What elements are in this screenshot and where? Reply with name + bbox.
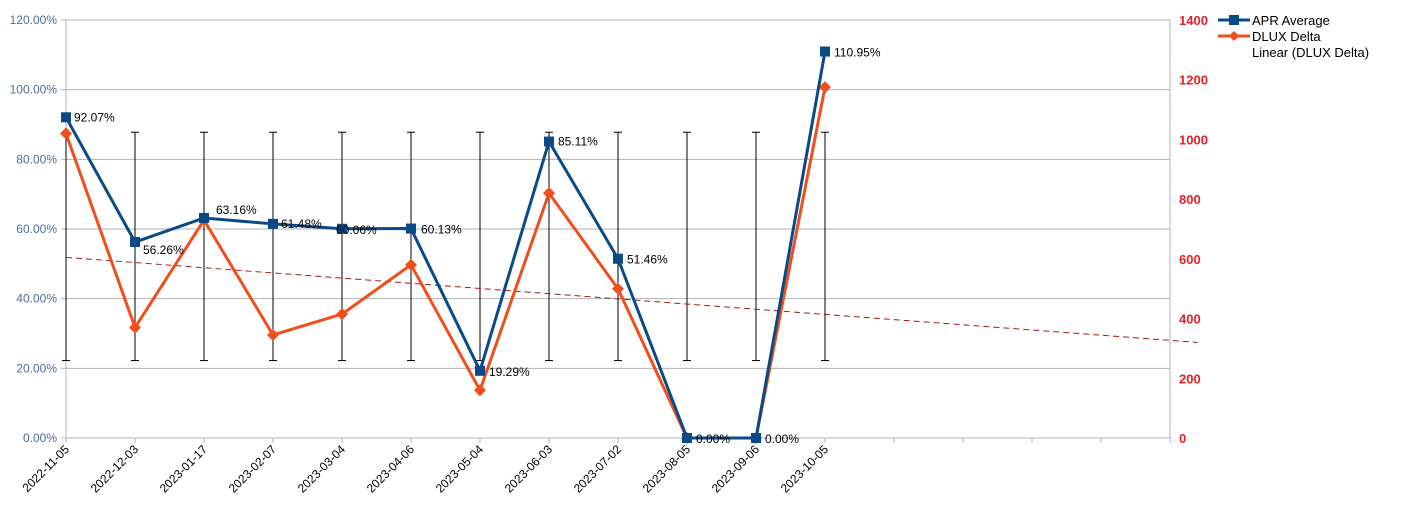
dlux-delta-point bbox=[612, 282, 624, 295]
x-tick-label: 2022-12-03 bbox=[88, 442, 142, 496]
x-tick-label: 2023-05-04 bbox=[433, 442, 487, 496]
apr-data-label: 92.07% bbox=[74, 110, 115, 124]
apr-average-point bbox=[751, 433, 761, 443]
apr-average-point bbox=[268, 218, 278, 229]
apr-data-label: 60.06% bbox=[336, 223, 377, 237]
apr-data-label: 51.46% bbox=[627, 253, 668, 267]
left-tick-label: 0.00% bbox=[23, 431, 57, 445]
x-tick-label: 2023-04-06 bbox=[364, 442, 418, 496]
dlux-delta-point bbox=[405, 258, 417, 271]
axes bbox=[61, 19, 1171, 443]
series-apr-average bbox=[61, 46, 830, 443]
x-tick-label: 2023-09-06 bbox=[709, 442, 763, 496]
dlux-trendline bbox=[65, 256, 1198, 343]
apr-data-labels: 92.07% 56.26% 63.16% 61.48% 60.06% 60.13% 19.2… bbox=[74, 46, 881, 446]
apr-average-point bbox=[820, 46, 830, 57]
apr-data-label: 85.11% bbox=[558, 135, 598, 149]
right-tick-label: 0 bbox=[1179, 431, 1186, 446]
x-tick-label: 2022-11-05 bbox=[19, 442, 72, 495]
dlux-delta-point bbox=[60, 127, 72, 140]
legend-label: APR Average bbox=[1252, 13, 1330, 28]
x-tick-label: 2023-02-07 bbox=[226, 442, 280, 496]
apr-data-label: 110.95% bbox=[834, 46, 881, 60]
right-tick-label: 1200 bbox=[1179, 73, 1208, 88]
left-axis-ticks: 0.00% 20.00% 40.00% 60.00% 80.00% 100.00% 120.… bbox=[10, 13, 58, 445]
legend-swatch-marker bbox=[1229, 15, 1239, 25]
x-tick-label: 2023-08-05 bbox=[640, 442, 694, 496]
right-tick-label: 1400 bbox=[1179, 13, 1208, 28]
legend-label: DLUX Delta bbox=[1252, 29, 1321, 44]
apr-data-label: 19.29% bbox=[489, 365, 530, 379]
apr-average-point bbox=[61, 112, 71, 123]
x-tick-label: 2023-06-03 bbox=[502, 442, 556, 496]
apr-average-point bbox=[613, 253, 623, 264]
dlux-delta-point bbox=[474, 384, 486, 397]
right-tick-label: 600 bbox=[1179, 252, 1201, 267]
apr-data-label: 0.00% bbox=[696, 432, 730, 446]
left-tick-label: 20.00% bbox=[16, 361, 57, 375]
dlux-delta-point bbox=[336, 308, 348, 321]
apr-data-label: 0.00% bbox=[765, 432, 799, 446]
apr-average-point bbox=[544, 136, 554, 147]
x-axis-ticks: 2022-11-05 2022-12-03 2023-01-17 2023-02-07… bbox=[19, 442, 831, 496]
legend-swatch-marker bbox=[1229, 31, 1239, 41]
series-dlux-delta bbox=[60, 81, 831, 444]
left-tick-label: 40.00% bbox=[16, 292, 57, 306]
left-tick-label: 120.00% bbox=[10, 13, 58, 27]
apr-data-label: 56.26% bbox=[143, 243, 184, 257]
x-tick-label: 2023-07-02 bbox=[571, 442, 625, 496]
apr-average-point bbox=[130, 237, 140, 248]
apr-data-label: 60.13% bbox=[421, 223, 462, 237]
right-axis-ticks: 0 200 400 600 800 1000 1200 1400 bbox=[1179, 13, 1208, 446]
right-tick-label: 200 bbox=[1179, 371, 1201, 386]
right-tick-label: 800 bbox=[1179, 192, 1201, 207]
apr-data-label: 61.48% bbox=[281, 217, 322, 231]
apr-average-point bbox=[682, 433, 692, 443]
left-tick-label: 60.00% bbox=[16, 222, 57, 236]
x-tick-label: 2023-10-05 bbox=[778, 442, 832, 496]
dlux-delta-line bbox=[64, 86, 827, 440]
apr-average-point bbox=[337, 223, 347, 234]
trendline bbox=[65, 256, 1198, 343]
right-tick-label: 1000 bbox=[1179, 132, 1208, 147]
apr-average-point bbox=[406, 223, 416, 234]
apr-data-label: 63.16% bbox=[216, 203, 257, 217]
left-tick-label: 100.00% bbox=[10, 83, 58, 97]
right-tick-label: 400 bbox=[1179, 312, 1201, 327]
x-tick-label: 2023-01-17 bbox=[157, 442, 211, 496]
left-tick-label: 80.00% bbox=[16, 152, 57, 166]
dlux-delta-point bbox=[819, 81, 831, 94]
dlux-delta-point bbox=[267, 328, 279, 341]
apr-average-point bbox=[199, 212, 209, 223]
apr-average-line bbox=[64, 51, 827, 440]
legend-label: Linear (DLUX Delta) bbox=[1252, 45, 1369, 60]
dlux-delta-point bbox=[129, 321, 141, 334]
dlux-delta-point bbox=[543, 187, 555, 200]
x-tick-label: 2023-03-04 bbox=[295, 442, 349, 496]
apr-average-point bbox=[475, 365, 485, 376]
